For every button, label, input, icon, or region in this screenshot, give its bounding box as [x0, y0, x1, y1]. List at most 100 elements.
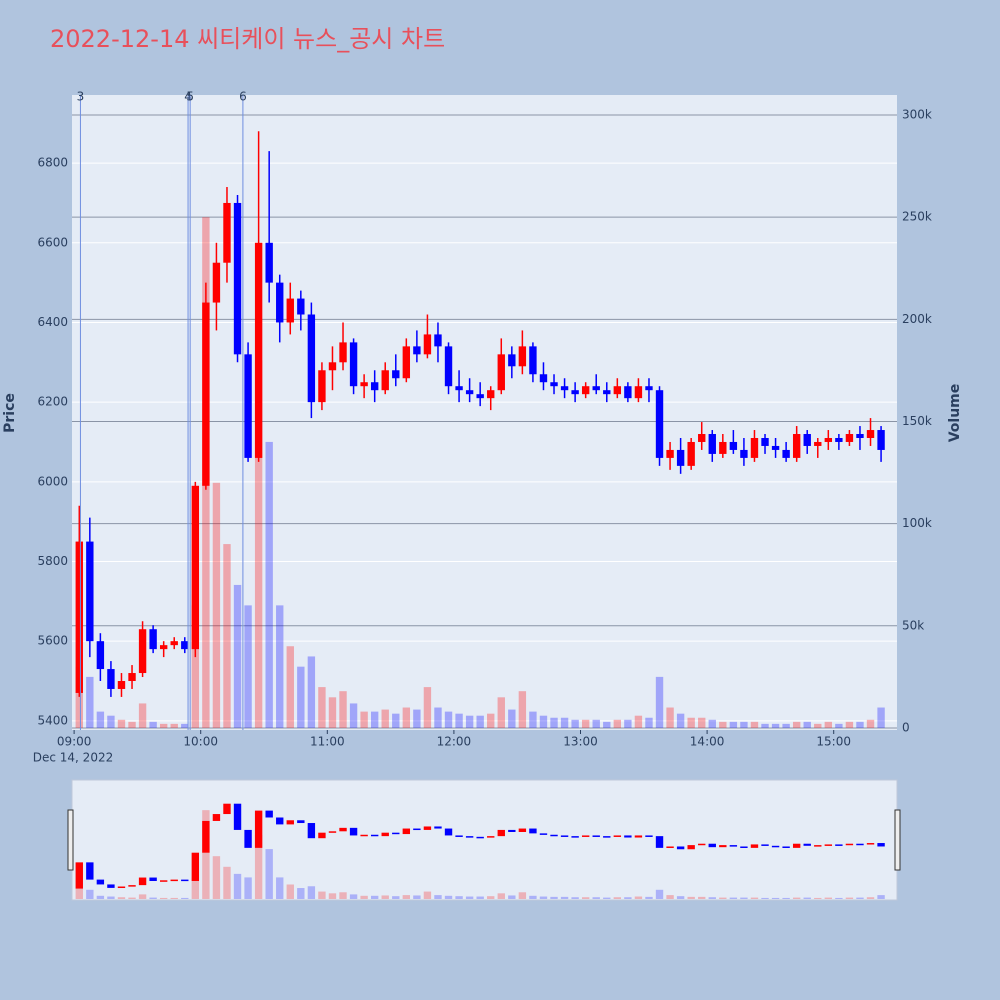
candle-body: [487, 390, 495, 399]
mini-volume-bar: [434, 895, 442, 899]
y2-tick-label: 100k: [902, 516, 932, 530]
volume-bar: [476, 715, 484, 728]
news-label: 3: [77, 90, 85, 104]
mini-candle: [750, 844, 759, 848]
volume-bar: [349, 703, 358, 728]
mini-candle: [159, 880, 168, 882]
y2-tick-label: 200k: [902, 312, 932, 326]
mini-volume-bar: [771, 897, 780, 899]
mini-volume-bar: [624, 897, 632, 899]
mini-candle: [307, 823, 316, 839]
y2-tick-label: 300k: [902, 108, 932, 122]
mini-volume-bar: [877, 895, 885, 899]
mini-volume-bar: [191, 877, 200, 899]
mini-volume-bar: [581, 897, 590, 899]
volume-bar: [676, 713, 685, 728]
volume-bar: [339, 691, 347, 728]
slider-handle[interactable]: [894, 809, 901, 871]
mini-volume-bar: [360, 895, 368, 899]
candle-body: [539, 374, 548, 383]
news-label: 5: [186, 90, 194, 104]
candle-body: [729, 441, 738, 450]
volume-bar: [307, 656, 316, 728]
mini-candle: [761, 844, 769, 846]
candle-body: [244, 354, 252, 458]
volume-bar: [75, 666, 83, 728]
mini-volume-bar: [318, 891, 326, 899]
volume-bar: [128, 721, 136, 728]
candle-body: [191, 485, 200, 650]
mini-volume-bar: [782, 897, 790, 899]
volume-bar: [592, 719, 600, 728]
mini-volume-bar: [508, 895, 516, 899]
mini-candle: [75, 862, 83, 889]
volume-bar: [276, 605, 284, 728]
mini-candle: [571, 836, 579, 838]
candle-body: [455, 386, 463, 391]
y2-tick-label: 250k: [902, 210, 932, 224]
mini-candle: [128, 885, 136, 887]
mini-candle: [328, 831, 337, 833]
candle-body: [603, 390, 611, 395]
mini-candle: [771, 845, 780, 848]
candle-body: [761, 437, 769, 446]
volume-bar: [402, 707, 411, 728]
volume-bar: [508, 709, 516, 728]
mini-volume-bar: [170, 897, 178, 899]
volume-bar: [761, 723, 769, 728]
candle-body: [792, 434, 801, 458]
volume-bar: [286, 646, 294, 728]
volume-bar: [181, 723, 189, 728]
mini-candle: [297, 820, 305, 824]
mini-volume-bar: [792, 897, 801, 899]
mini-volume-bar: [866, 897, 875, 899]
mini-volume-bar: [518, 892, 527, 899]
mini-volume-bar: [159, 897, 168, 899]
mini-volume-bar: [107, 896, 115, 899]
candle-body: [223, 202, 231, 263]
volume-bar: [539, 715, 548, 728]
volume-bar: [740, 721, 748, 728]
y-tick-label: 6200: [37, 395, 68, 409]
mini-volume-bar: [645, 896, 653, 899]
x-tick-label: 14:00: [690, 735, 725, 749]
mini-candle: [96, 879, 105, 885]
mini-candle: [149, 877, 157, 881]
mini-candle: [465, 836, 474, 838]
volume-bar: [856, 721, 864, 728]
volume-bar: [645, 717, 653, 728]
mini-volume-bar: [835, 897, 843, 899]
y-tick-label: 5600: [37, 634, 68, 648]
volume-bar: [465, 715, 474, 728]
mini-volume-bar: [444, 895, 453, 899]
slider-handle[interactable]: [67, 809, 74, 871]
mini-candle: [86, 862, 94, 880]
candle-body: [750, 437, 759, 458]
volume-bar: [814, 723, 822, 728]
volume-bar: [824, 721, 833, 728]
volume-bar: [581, 719, 590, 728]
mini-candle: [254, 810, 263, 848]
y-tick-label: 6600: [37, 235, 68, 249]
y-tick-label: 6800: [37, 156, 68, 170]
volume-bar: [86, 676, 94, 728]
mini-volume-bar: [86, 889, 94, 899]
volume-bar: [244, 605, 252, 728]
volume-bar: [687, 717, 695, 728]
volume-bar: [360, 711, 368, 728]
candle-body: [518, 346, 527, 367]
mini-volume-bar: [655, 889, 664, 899]
candle-body: [687, 441, 695, 466]
mini-candle: [181, 879, 189, 882]
candle-body: [96, 641, 105, 670]
mini-candle: [349, 827, 358, 836]
candle-body: [613, 386, 622, 395]
mini-candle: [212, 814, 221, 821]
volume-bar: [845, 721, 854, 728]
candle-body: [508, 354, 516, 367]
x-tick-label: 13:00: [563, 735, 598, 749]
candle-body: [286, 298, 294, 323]
candle-body: [708, 434, 716, 454]
mini-candle: [318, 832, 326, 839]
